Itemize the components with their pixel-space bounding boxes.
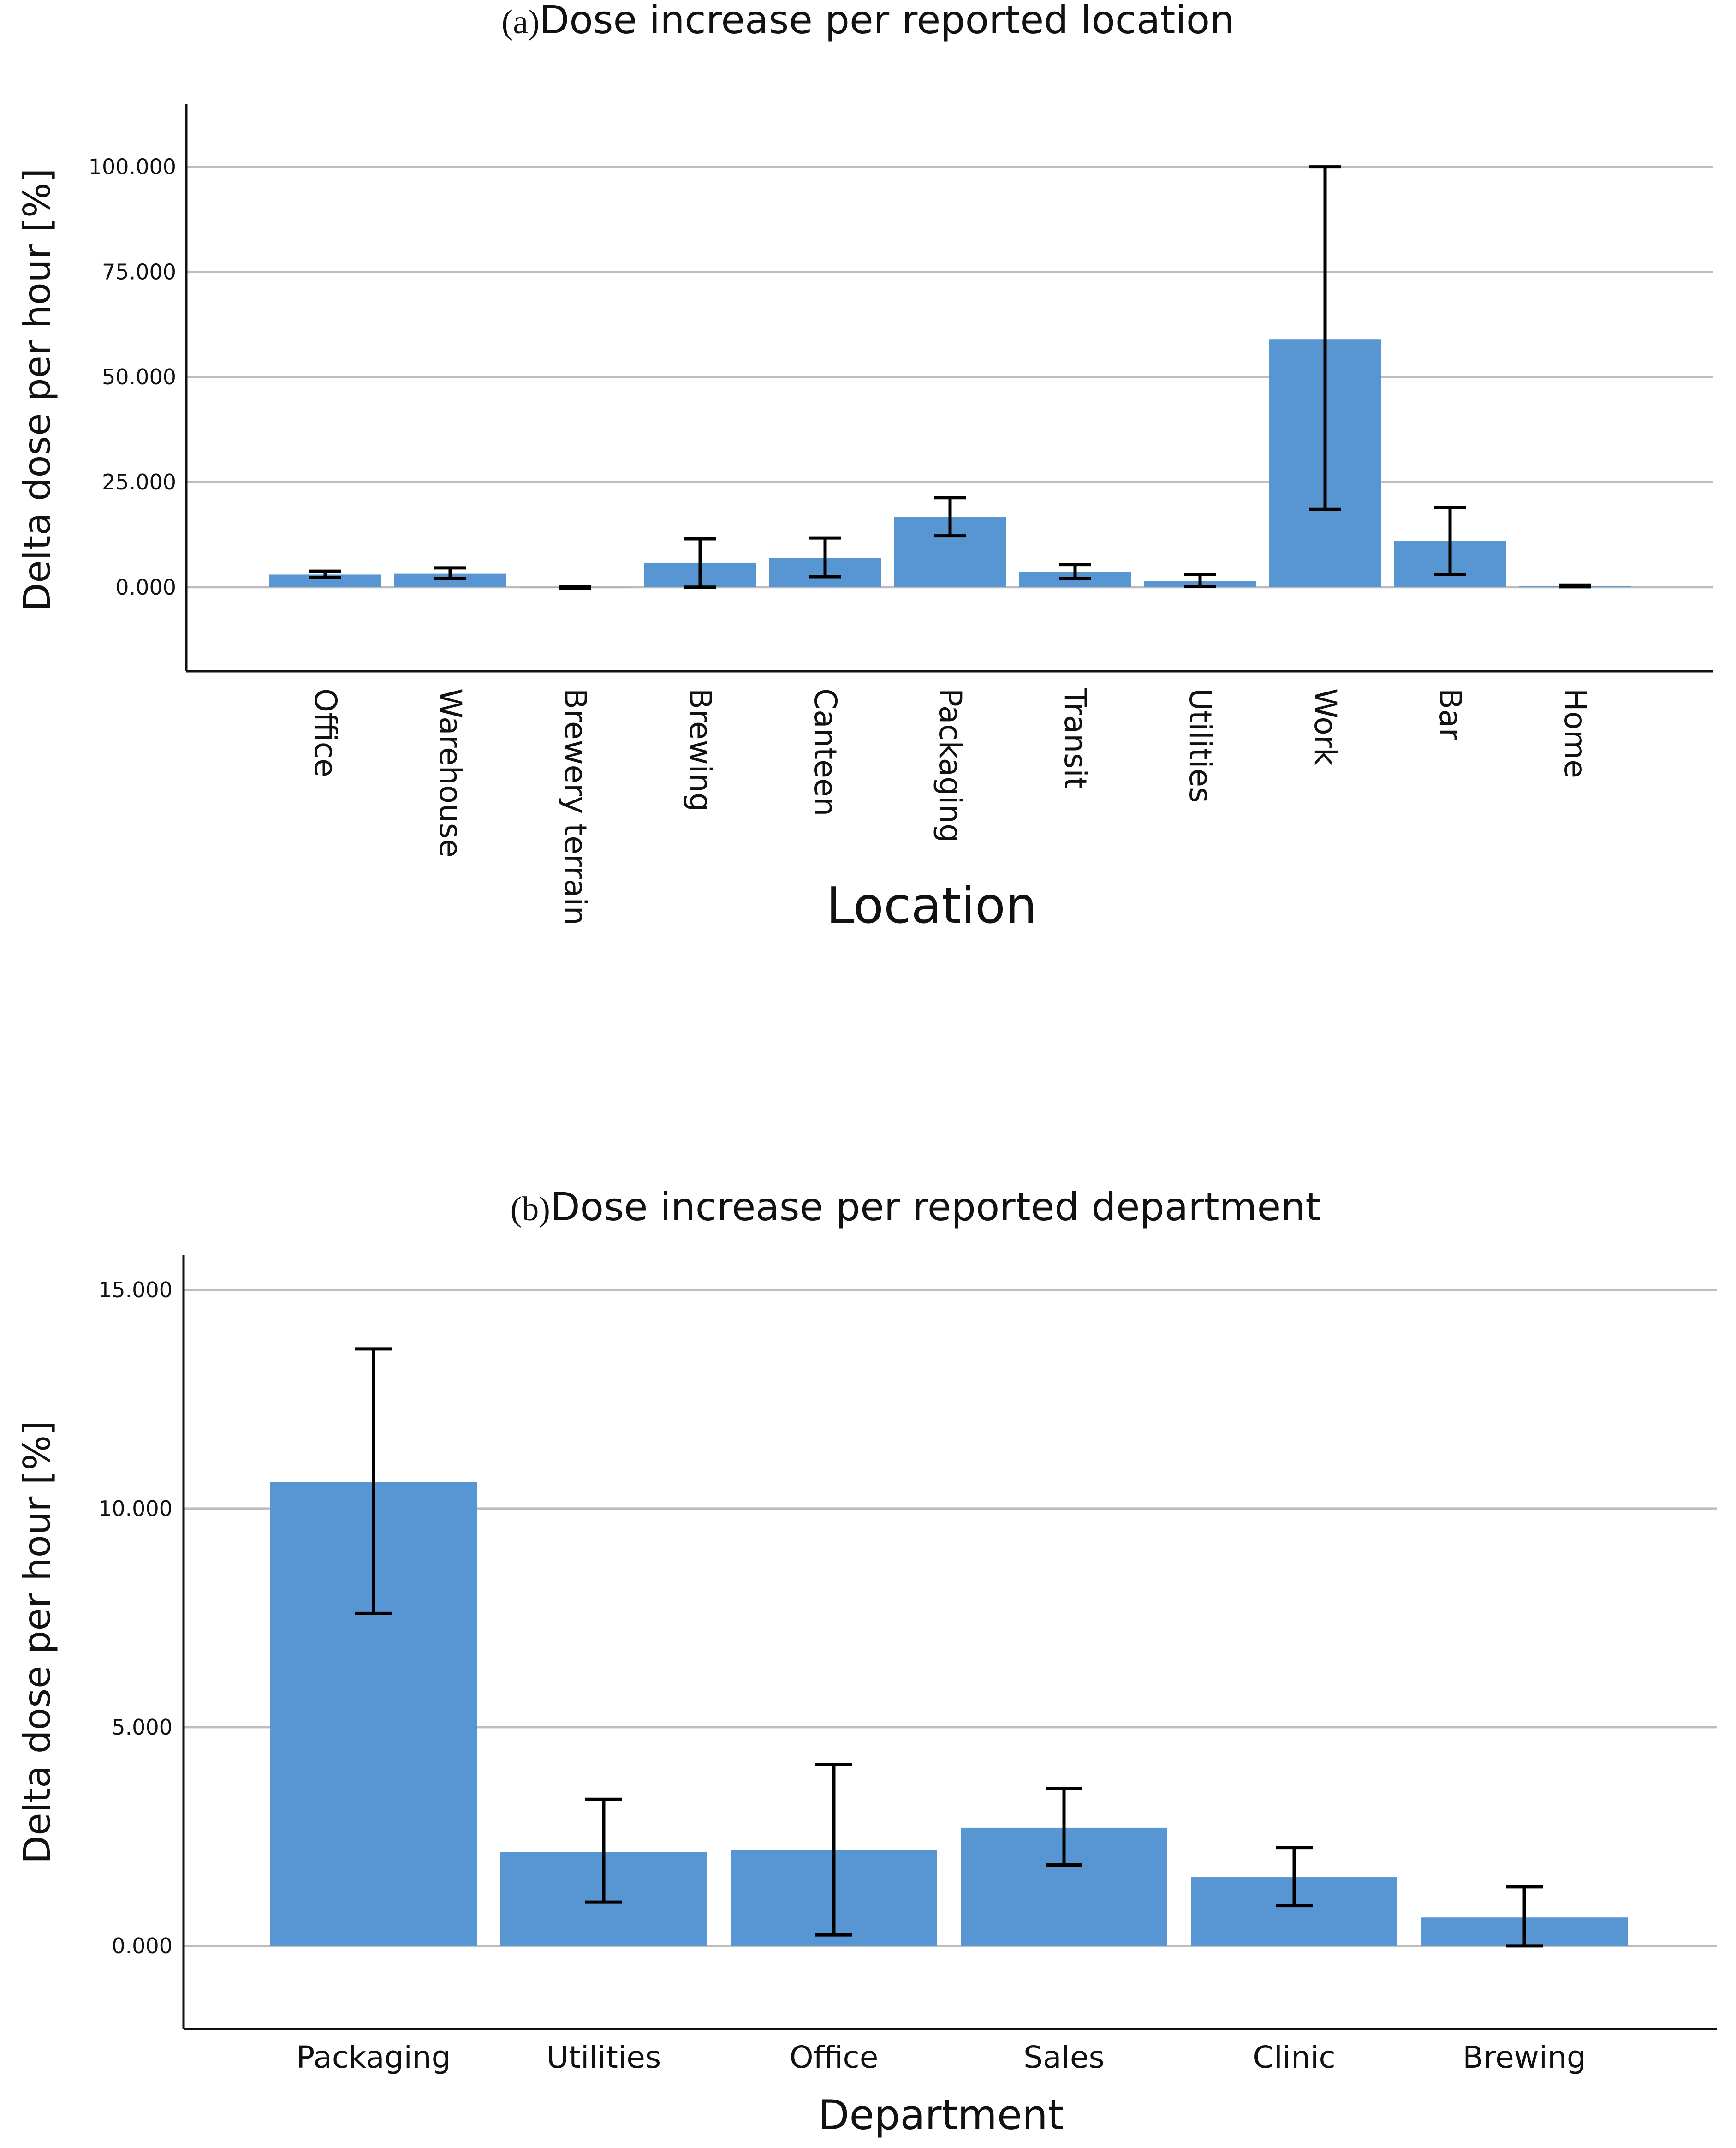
error-bar <box>1506 1885 1543 1948</box>
x-category-label: Brewery terrain <box>558 688 593 925</box>
error-bar <box>355 1347 392 1615</box>
x-category-label: Office <box>308 688 343 777</box>
x-category-label: Home <box>1558 688 1593 778</box>
x-category-label: Transit <box>1058 688 1093 789</box>
x-category-label: Bar <box>1433 688 1468 741</box>
error-bar <box>309 569 341 579</box>
chart-panel-department: (b)Dose increase per reported department… <box>16 1184 1717 2139</box>
error-bar <box>1559 583 1591 589</box>
x-category-label: Brewing <box>1463 2040 1586 2075</box>
chart-b-y-tick-labels: 0.000 5.000 10.000 15.000 <box>98 1277 172 1958</box>
error-bar <box>1046 1787 1082 1867</box>
y-tick-label: 10.000 <box>98 1496 172 1521</box>
chart-b-panel-label: (b) <box>511 1190 550 1228</box>
error-bar <box>1276 1846 1313 1908</box>
error-bar <box>1309 165 1341 511</box>
y-tick-label: 100.000 <box>89 155 176 179</box>
error-bar <box>559 585 591 590</box>
chart-b-title-text: Dose increase per reported department <box>550 1184 1320 1229</box>
chart-a-category-labels: Office Warehouse Brewery terrain Brewing Can… <box>308 688 1593 925</box>
chart-a-title: (a)Dose increase per reported location <box>502 0 1235 42</box>
x-category-label: Packaging <box>933 688 968 843</box>
x-category-label: Utilities <box>547 2040 661 2075</box>
chart-b-y-axis-title: Delta dose per hour [%] <box>16 1421 59 1864</box>
error-bar <box>1059 563 1091 581</box>
chart-panel-location: (a)Dose increase per reported location 0… <box>16 0 1713 935</box>
y-tick-label: 25.000 <box>102 470 176 495</box>
y-tick-label: 0.000 <box>112 1933 172 1958</box>
error-bar <box>434 566 466 581</box>
y-tick-label: 15.000 <box>98 1277 172 1302</box>
error-bar <box>809 536 841 579</box>
chart-a-x-axis-title: Location <box>826 877 1037 935</box>
x-category-label: Clinic <box>1253 2040 1335 2075</box>
chart-b-category-labels: Packaging Utilities Office Sales Clinic Brewi… <box>296 2040 1586 2075</box>
error-bar <box>585 1797 622 1904</box>
chart-a-gridlines <box>186 166 1713 589</box>
chart-a-error-bars <box>309 165 1591 590</box>
y-tick-label: 75.000 <box>102 259 176 284</box>
chart-b-error-bars <box>355 1347 1543 1948</box>
chart-a-panel-label: (a) <box>502 3 540 41</box>
chart-a-y-tick-labels: 0.000 25.000 50.000 75.000 100.000 <box>89 155 176 600</box>
x-category-label: Brewing <box>683 688 718 812</box>
chart-a-title-text: Dose increase per reported location <box>540 0 1235 42</box>
y-tick-label: 50.000 <box>102 364 176 389</box>
x-category-label: Canteen <box>808 688 843 816</box>
x-category-label: Packaging <box>296 2040 451 2075</box>
chart-b-bars <box>270 1482 1628 1946</box>
x-category-label: Office <box>790 2040 879 2075</box>
error-bar <box>1434 506 1466 576</box>
chart-b-title: (b)Dose increase per reported department <box>511 1184 1321 1229</box>
x-category-label: Utilities <box>1183 688 1218 803</box>
error-bar <box>934 496 966 538</box>
x-category-label: Work <box>1308 688 1343 766</box>
y-tick-label: 5.000 <box>112 1715 172 1740</box>
chart-b-x-axis-title: Department <box>818 2091 1064 2139</box>
y-tick-label: 0.000 <box>115 575 176 600</box>
error-bar <box>1184 573 1216 588</box>
error-bar <box>815 1762 852 1937</box>
error-bar <box>684 537 716 589</box>
x-category-label: Sales <box>1023 2040 1105 2075</box>
chart-a-y-axis-title: Delta dose per hour [%] <box>16 168 59 611</box>
x-category-label: Warehouse <box>433 688 468 858</box>
